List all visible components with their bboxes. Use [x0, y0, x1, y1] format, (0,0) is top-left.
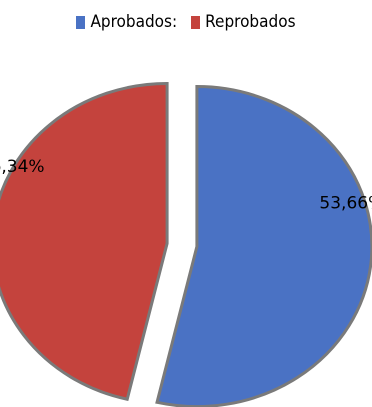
legend-item-reprobados: Reprobados: [191, 12, 296, 32]
slice-aprobados: [155, 85, 372, 407]
slice-reprobados: [0, 81, 169, 402]
legend-label-reprobados: Reprobados: [205, 12, 296, 32]
legend-swatch-aprobados: [76, 15, 86, 29]
legend-swatch-reprobados: [191, 15, 201, 29]
legend-label-aprobados: Aprobados:: [90, 12, 178, 32]
legend: Aprobados: Reprobados: [0, 12, 372, 32]
slice-label-reprobados: 46,34%: [0, 157, 45, 177]
slice-label-aprobados: 53,66%: [319, 194, 372, 214]
legend-item-aprobados: Aprobados:: [76, 12, 177, 32]
